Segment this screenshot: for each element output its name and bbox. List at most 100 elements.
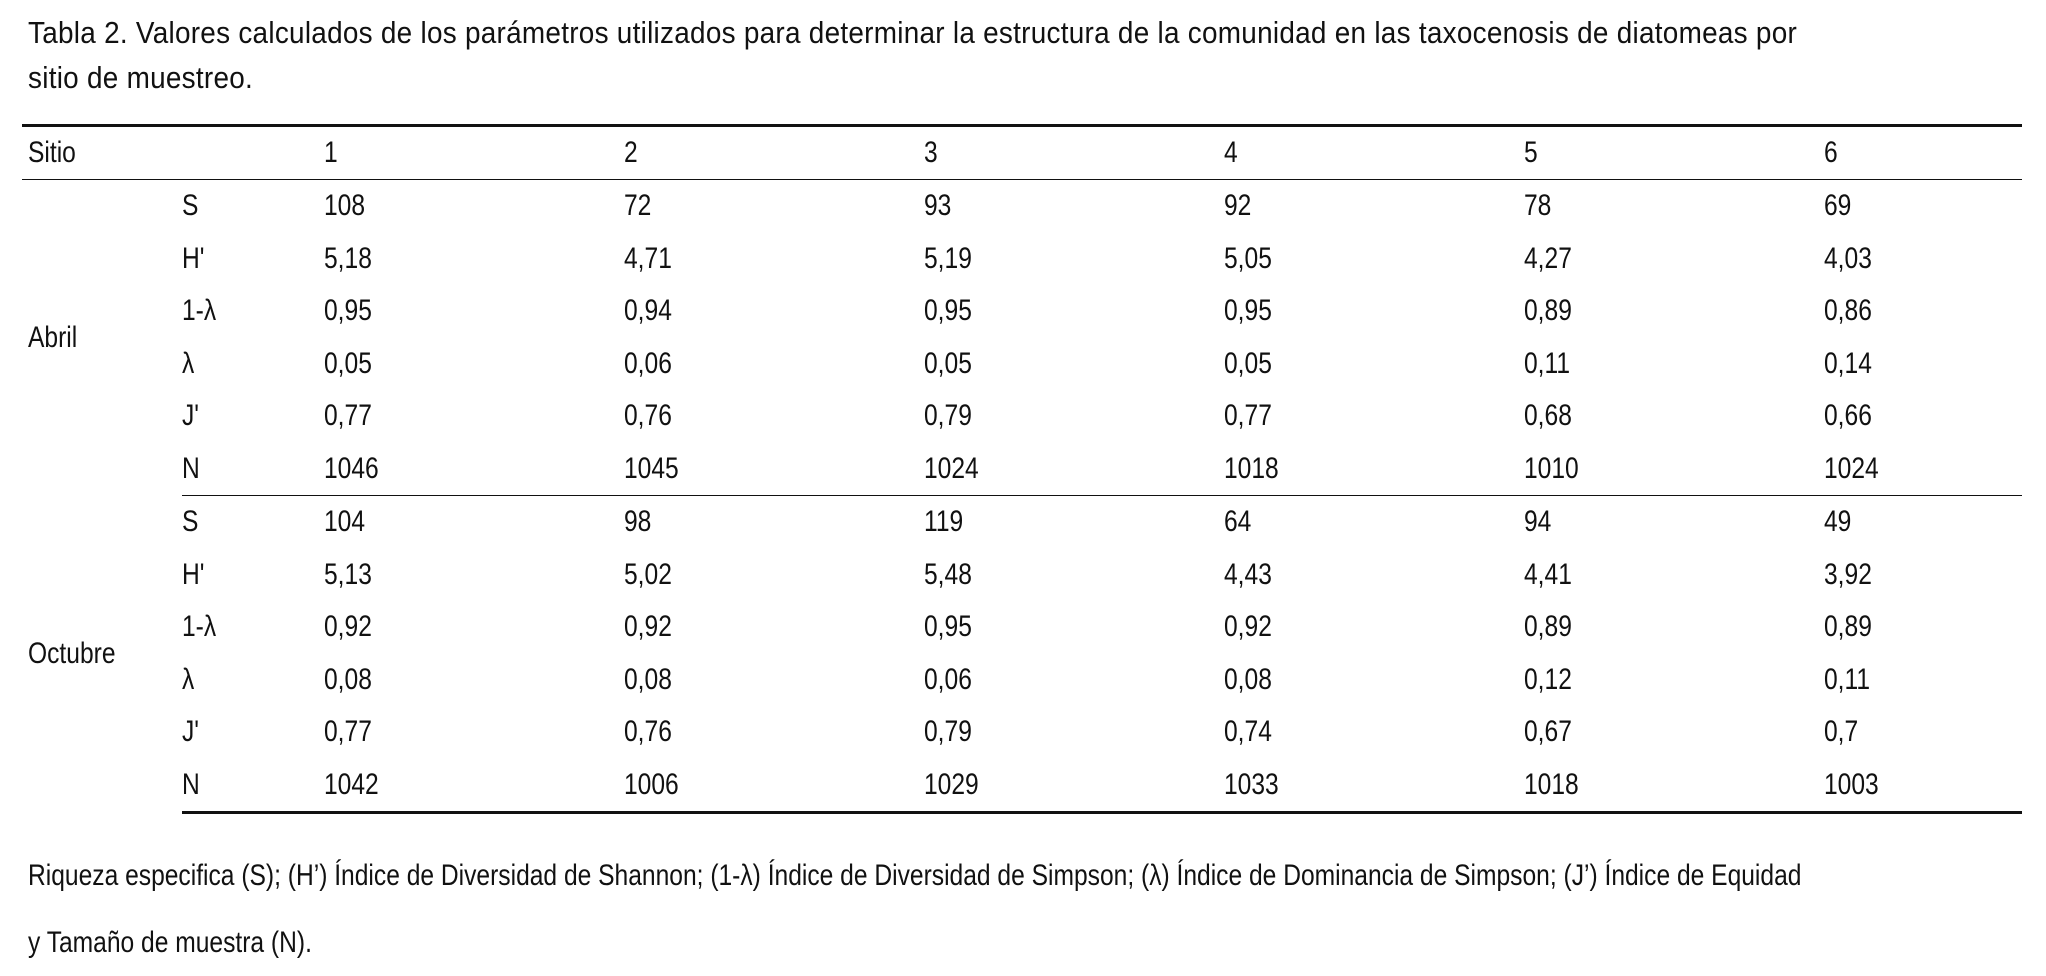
value-cell: 0,89 [1824,610,1872,644]
value-cell: 0,7 [1824,715,1859,749]
table-row: J' 0,77 0,76 0,79 0,77 0,68 0,66 [22,390,2022,443]
value-cell: 1018 [1224,442,1524,496]
table-body: Abril S 108 72 93 92 78 69 H' 5,18 4,71 5,19 5,05 4,2… [22,180,2022,814]
value-cell: 0,76 [624,399,672,433]
value-cell: 0,77 [1224,399,1272,433]
value-cell: 0,08 [1224,662,1272,696]
table-row: N 1046 1045 1024 1018 1010 1024 [22,442,2022,496]
value-cell: 94 [1524,505,1552,539]
value-cell: 0,06 [924,662,972,696]
header-site-3: 3 [924,124,1224,180]
header-sitio: Sitio [22,124,182,180]
header-site-6: 6 [1824,124,2022,180]
value-cell: 5,18 [324,241,372,275]
diversity-table: Sitio 1 2 3 4 5 6 Abril S 108 72 93 92 78 69 H' 5… [22,124,2022,814]
table-row: Octubre S 104 98 119 64 94 49 [22,496,2022,670]
table-row: λ 0,08 0,08 0,06 0,08 0,12 0,11 [22,654,2022,707]
value-cell: 0,95 [924,294,972,328]
value-cell: 1029 [924,758,1224,814]
value-cell: 93 [924,189,952,223]
value-cell: 0,94 [624,294,672,328]
value-cell: 0,67 [1524,715,1572,749]
param-label: λ [182,662,195,696]
value-cell: 0,11 [1524,346,1571,380]
header-site-5: 5 [1524,124,1824,180]
param-label: 1-λ [182,610,217,644]
value-cell: 1024 [1824,442,2022,496]
value-cell: 108 [324,189,366,223]
value-cell: 1045 [624,442,924,496]
value-cell: 3,92 [1824,557,1872,591]
table-row: N 1042 1006 1029 1033 1018 1003 [22,758,2022,814]
value-cell: 0,06 [624,346,672,380]
value-cell: 0,79 [924,399,972,433]
param-label: λ [182,346,195,380]
value-cell: 5,05 [1224,241,1272,275]
value-cell: 0,05 [1224,346,1272,380]
value-cell: 0,08 [324,662,372,696]
header-site-4: 4 [1224,124,1524,180]
value-cell: 5,02 [624,557,672,591]
table-row: 1-λ 0,95 0,94 0,95 0,95 0,89 0,86 [22,285,2022,338]
value-cell: 4,43 [1224,557,1272,591]
value-cell: 0,86 [1824,294,1872,328]
value-cell: 0,11 [1824,662,1871,696]
param-label: H' [182,557,205,591]
value-cell: 0,12 [1524,662,1572,696]
value-cell: 0,14 [1824,346,1872,380]
value-cell: 5,13 [324,557,372,591]
value-cell: 0,05 [924,346,972,380]
param-label: S [182,189,199,223]
table-row: H' 5,13 5,02 5,48 4,43 4,41 3,92 [22,549,2022,602]
value-cell: 78 [1524,189,1552,223]
table-row: λ 0,05 0,06 0,05 0,05 0,11 0,14 [22,338,2022,391]
month-label: Abril [28,320,78,354]
value-cell: 5,48 [924,557,972,591]
param-label: N [182,758,324,814]
table-row: J' 0,77 0,76 0,79 0,74 0,67 0,7 [22,706,2022,759]
value-cell: 0,76 [624,715,672,749]
value-cell: 72 [624,189,652,223]
value-cell: 0,95 [324,294,372,328]
param-label: J' [182,715,200,749]
value-cell: 0,89 [1524,294,1572,328]
param-label: N [182,442,324,496]
value-cell: 104 [324,505,366,539]
param-label: S [182,505,199,539]
value-cell: 0,95 [1224,294,1272,328]
param-label: J' [182,399,200,433]
value-cell: 0,08 [624,662,672,696]
table-row: H' 5,18 4,71 5,19 5,05 4,27 4,03 [22,233,2022,286]
value-cell: 0,92 [324,610,372,644]
value-cell: 4,71 [624,241,672,275]
table-caption: Tabla 2. Valores calculados de los parám… [28,15,1798,95]
value-cell: 119 [924,505,964,539]
value-cell: 4,03 [1824,241,1872,275]
value-cell: 1033 [1224,758,1524,814]
value-cell: 4,27 [1524,241,1572,275]
table-row: 1-λ 0,92 0,92 0,95 0,92 0,89 0,89 [22,601,2022,654]
param-label: H' [182,241,205,275]
value-cell: 1003 [1824,758,2022,814]
value-cell: 0,95 [924,610,972,644]
header-param-blank [182,124,324,180]
value-cell: 0,92 [1224,610,1272,644]
value-cell: 0,77 [324,715,372,749]
value-cell: 0,77 [324,399,372,433]
table-row: Abril S 108 72 93 92 78 69 [22,180,2022,354]
footnote: Riqueza especifica (S); (H’) Índice de D… [28,842,1832,976]
value-cell: 0,68 [1524,399,1572,433]
header-row: Sitio 1 2 3 4 5 6 [22,124,2022,180]
value-cell: 4,41 [1524,557,1572,591]
value-cell: 0,89 [1524,610,1572,644]
value-cell: 98 [624,505,652,539]
value-cell: 64 [1224,505,1252,539]
value-cell: 0,79 [924,715,972,749]
header-site-2: 2 [624,124,924,180]
value-cell: 0,74 [1224,715,1272,749]
footnote-line-1: Riqueza especifica (S); (H’) Índice de D… [28,859,1802,892]
value-cell: 0,05 [324,346,372,380]
value-cell: 92 [1224,189,1252,223]
value-cell: 0,66 [1824,399,1872,433]
value-cell: 1018 [1524,758,1824,814]
